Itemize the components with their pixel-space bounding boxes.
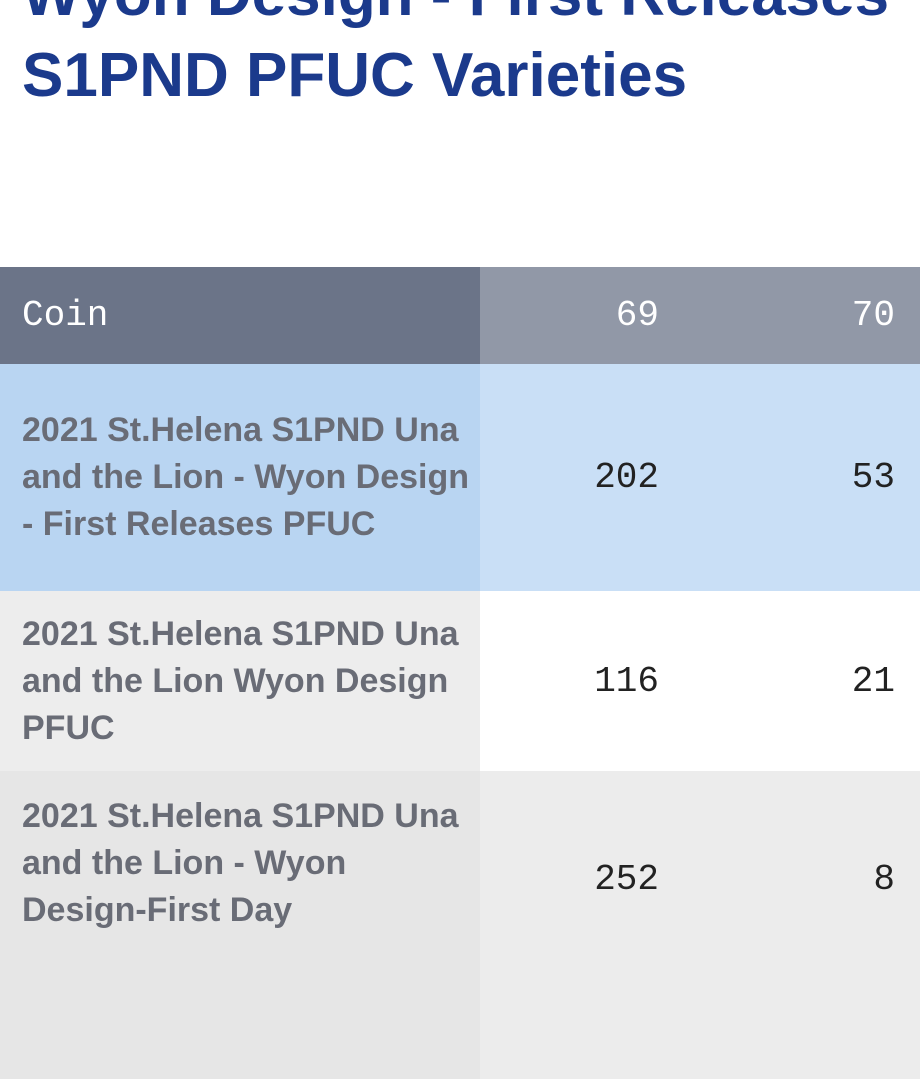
page-title: Wyon Design - First Releases S1PND PFUC … — [22, 0, 889, 110]
coin-name: 2021 St.Helena S1PND Una and the Lion - … — [0, 364, 480, 591]
column-header: Coin — [0, 267, 480, 364]
grade-count: 252 — [480, 771, 680, 1079]
column-header: 70 — [680, 267, 920, 364]
grade-count: 53 — [680, 364, 920, 591]
grade-count: 8 — [680, 771, 920, 1079]
grade-count: 116 — [480, 591, 680, 771]
coin-name: 2021 St.Helena S1PND Una and the Lion Wy… — [0, 591, 480, 771]
table-row: 2021 St.Helena S1PND Una and the Lion Wy… — [0, 591, 920, 771]
column-header: 69 — [480, 267, 680, 364]
grade-count: 202 — [480, 364, 680, 591]
table-row: 2021 St.Helena S1PND Una and the Lion - … — [0, 364, 920, 591]
data-table: Coin 69 70 2021 St.Helena S1PND Una and th… — [0, 267, 920, 1079]
table-row: 2021 St.Helena S1PND Una and the Lion - … — [0, 771, 920, 1079]
grade-count: 21 — [680, 591, 920, 771]
header-row: Coin 69 70 — [0, 267, 920, 364]
coin-name: 2021 St.Helena S1PND Una and the Lion - … — [0, 771, 480, 1079]
